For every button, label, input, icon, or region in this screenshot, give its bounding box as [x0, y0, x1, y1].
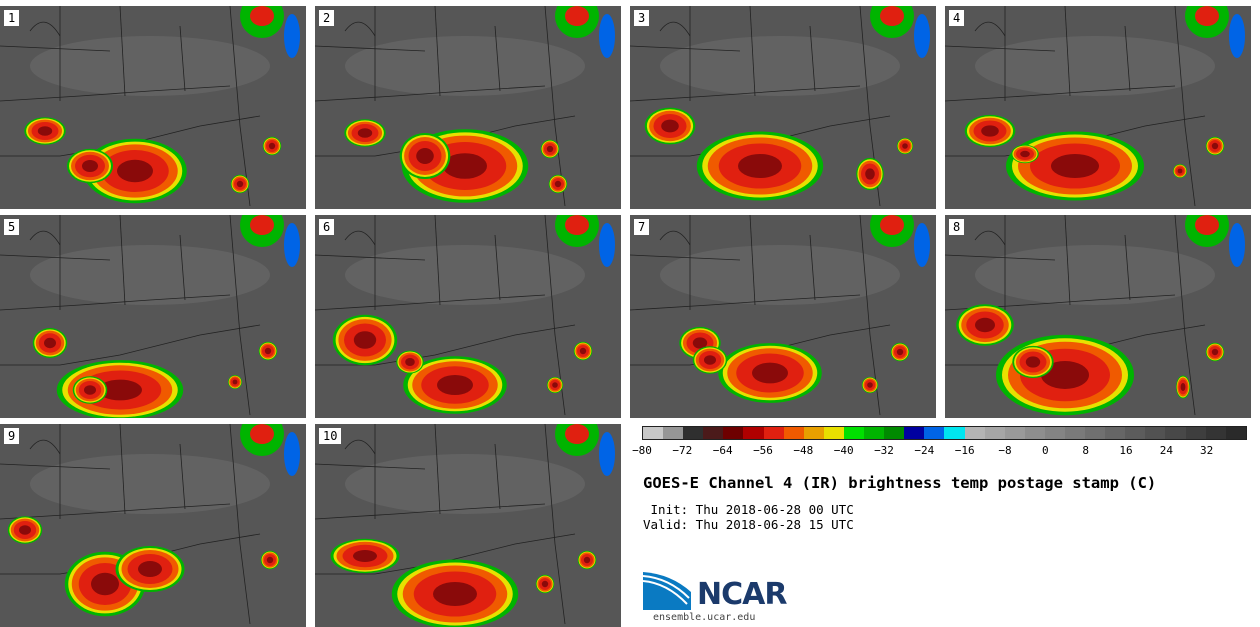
- satellite-map: [315, 215, 621, 418]
- panel-label: 6: [319, 219, 335, 235]
- colorbar-segment: [683, 427, 704, 439]
- satellite-map: [0, 424, 306, 627]
- ncar-logo-icon: [643, 572, 691, 610]
- figure-title: GOES-E Channel 4 (IR) brightness temp po…: [643, 474, 1157, 492]
- colorbar-segment: [823, 427, 844, 439]
- colorbar-segment: [1024, 427, 1045, 439]
- satellite-map: [0, 215, 306, 418]
- postage-stamp-panel: 2: [315, 6, 621, 209]
- satellite-map: [0, 6, 306, 209]
- panel-label: 1: [4, 10, 20, 26]
- postage-stamp-panel: 6: [315, 215, 621, 418]
- colorbar-tick-label: −16: [954, 444, 975, 457]
- colorbar-tick-label: −48: [793, 444, 814, 457]
- postage-stamp-panel: 10: [315, 424, 621, 627]
- panel-label: 10: [319, 428, 342, 444]
- postage-stamp-panel: 4: [945, 6, 1251, 209]
- postage-stamp-panel: 9: [0, 424, 306, 627]
- colorbar-segment: [1145, 427, 1166, 439]
- satellite-map: [630, 6, 936, 209]
- colorbar-segment: [743, 427, 764, 439]
- satellite-map: [945, 6, 1251, 209]
- colorbar-tick-label: −64: [712, 444, 733, 457]
- postage-stamp-panel: 1: [0, 6, 306, 209]
- colorbar-segment: [643, 427, 664, 439]
- colorbar-segment: [663, 427, 684, 439]
- valid-time: Valid: Thu 2018-06-28 15 UTC: [643, 517, 854, 532]
- colorbar-tick-label: 0: [1042, 444, 1049, 457]
- panel-label: 5: [4, 219, 20, 235]
- panel-label: 8: [949, 219, 965, 235]
- colorbar: [642, 426, 1247, 440]
- colorbar-segment: [1125, 427, 1146, 439]
- colorbar-tick-label: −32: [874, 444, 894, 457]
- colorbar-segment: [904, 427, 925, 439]
- colorbar-segment: [723, 427, 744, 439]
- colorbar-tick-label: 16: [1119, 444, 1133, 457]
- colorbar-segment: [703, 427, 724, 439]
- postage-stamp-panel: 8: [945, 215, 1251, 418]
- colorbar-segment: [864, 427, 885, 439]
- colorbar-segment: [1085, 427, 1106, 439]
- colorbar-segment: [1004, 427, 1025, 439]
- colorbar-segment: [1205, 427, 1226, 439]
- satellite-map: [945, 215, 1251, 418]
- colorbar-segment: [763, 427, 784, 439]
- panel-label: 3: [634, 10, 650, 26]
- colorbar-segment: [1185, 427, 1206, 439]
- colorbar-tick-label: 32: [1200, 444, 1214, 457]
- colorbar-segment: [803, 427, 824, 439]
- colorbar-segment: [964, 427, 985, 439]
- panel-label: 7: [634, 219, 650, 235]
- postage-stamp-panel: 3: [630, 6, 936, 209]
- site-url: ensemble.ucar.edu: [653, 612, 756, 623]
- colorbar-segment: [1225, 427, 1246, 439]
- colorbar-tick-label: −80: [632, 444, 652, 457]
- colorbar-tick-label: −56: [753, 444, 773, 457]
- colorbar-segment: [843, 427, 865, 439]
- colorbar-segment: [944, 427, 965, 439]
- colorbar-segment: [884, 427, 905, 439]
- colorbar-segment: [1165, 427, 1186, 439]
- colorbar-tick-label: −8: [998, 444, 1012, 457]
- postage-stamp-panel: 7: [630, 215, 936, 418]
- postage-stamp-panel: 5: [0, 215, 306, 418]
- panel-label: 9: [4, 428, 20, 444]
- panel-label: 2: [319, 10, 335, 26]
- init-time: Init: Thu 2018-06-28 00 UTC: [643, 502, 854, 517]
- colorbar-segment: [984, 427, 1005, 439]
- colorbar-segment: [783, 427, 804, 439]
- colorbar-tick-label: 24: [1159, 444, 1173, 457]
- satellite-map: [315, 6, 621, 209]
- colorbar-tick-label: −40: [833, 444, 854, 457]
- satellite-map: [630, 215, 936, 418]
- colorbar-tick-label: −24: [914, 444, 935, 457]
- satellite-map: [315, 424, 621, 627]
- colorbar-segment: [1105, 427, 1126, 439]
- colorbar-tick-label: 8: [1082, 444, 1089, 457]
- colorbar-ticks: −80 −72 −64 −56 −48 −40 −32 −24 −16 −8 0 8 16 24 32: [632, 444, 1247, 460]
- panel-label: 4: [949, 10, 965, 26]
- colorbar-segment: [1044, 427, 1065, 439]
- ncar-logo-text: NCAR: [697, 577, 787, 612]
- colorbar-segment: [1064, 427, 1086, 439]
- colorbar-segment: [924, 427, 945, 439]
- colorbar-tick-label: −72: [672, 444, 693, 457]
